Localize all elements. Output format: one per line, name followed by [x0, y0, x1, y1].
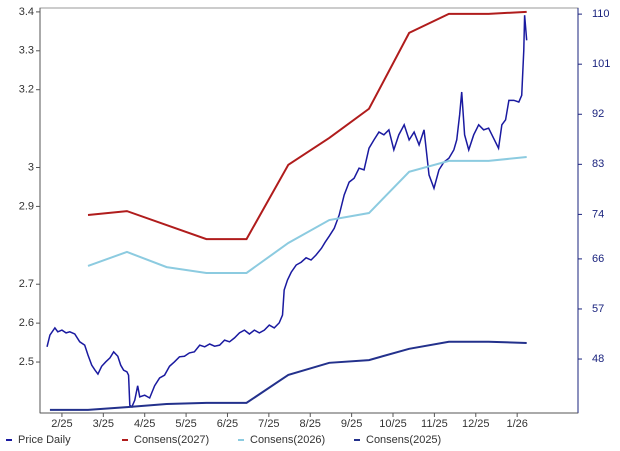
series-line [49, 340, 527, 411]
x-tick-label: 8/25 [300, 418, 321, 430]
y-tick-label: 3.4 [19, 6, 34, 18]
x-tick-label: 10/25 [379, 418, 407, 430]
legend-label: Consens(2026) [250, 434, 325, 446]
x-tick-label: 9/25 [341, 418, 362, 430]
y-tick-label: 2.7 [19, 278, 34, 290]
x-tick-label: 11/25 [421, 418, 448, 430]
series-line [87, 156, 527, 274]
y-tick-label: 2.9 [19, 200, 34, 212]
y-tick-label: 3.3 [19, 45, 34, 57]
x-tick-label: 7/25 [258, 418, 279, 430]
x-tick-label: 2/25 [51, 418, 72, 430]
series-line [46, 15, 528, 409]
y-tick-label: 3.2 [19, 84, 34, 96]
y2-tick-label: 57 [592, 303, 604, 315]
x-tick-label: 5/25 [175, 418, 196, 430]
x-tick-label: 1/26 [506, 418, 527, 430]
y2-tick-label: 66 [592, 253, 604, 265]
y2-tick-label: 110 [592, 8, 610, 20]
y2-tick-label: 74 [592, 208, 604, 220]
y2-tick-label: 92 [592, 108, 604, 120]
x-tick-label: 4/25 [134, 418, 155, 430]
y-tick-label: 2.6 [19, 317, 34, 329]
legend-label: Consens(2027) [134, 434, 209, 446]
y-tick-label: 3 [28, 161, 34, 173]
y-tick-label: 2.5 [19, 356, 34, 368]
series-line [87, 10, 527, 241]
y2-tick-label: 101 [592, 58, 610, 70]
legend-label: Consens(2025) [366, 434, 441, 446]
legend-label: Price Daily [18, 434, 71, 446]
y2-tick-label: 48 [592, 353, 604, 365]
x-tick-label: 3/25 [93, 418, 114, 430]
y2-tick-label: 83 [592, 158, 604, 170]
plot-frame [39, 7, 579, 414]
x-tick-label: 12/25 [462, 418, 490, 430]
x-tick-label: 6/25 [217, 418, 238, 430]
